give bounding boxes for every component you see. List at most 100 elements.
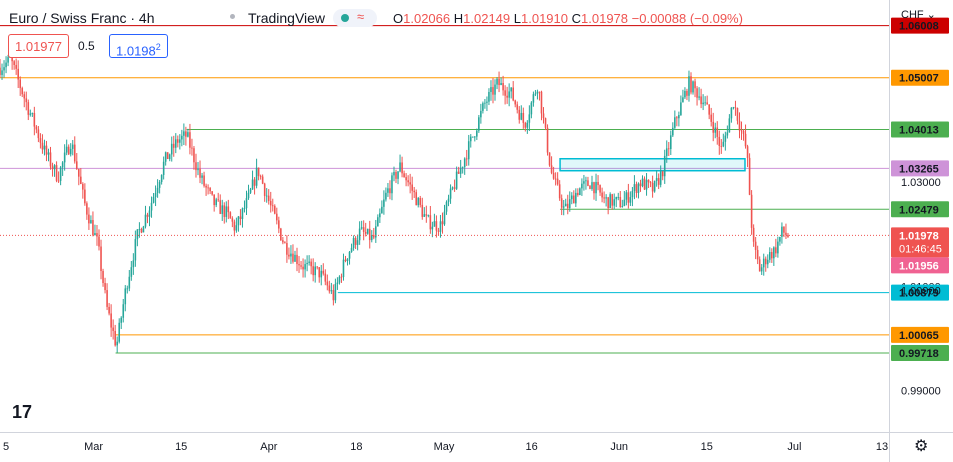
candle-body bbox=[379, 213, 381, 218]
currency-selector[interactable]: CHF ⌄ bbox=[901, 9, 936, 21]
candle-body bbox=[732, 107, 735, 109]
candle-body bbox=[474, 136, 476, 138]
candle-body bbox=[762, 258, 765, 268]
candle-body bbox=[162, 161, 165, 175]
candle-body bbox=[579, 188, 581, 196]
candle-body bbox=[471, 136, 474, 138]
symbol-title[interactable]: Euro / Swiss Franc · 4h bbox=[9, 10, 155, 26]
candle-body bbox=[259, 175, 262, 177]
candle-body bbox=[251, 179, 254, 190]
candle-body bbox=[294, 254, 296, 262]
sell-button[interactable]: 1.01977 bbox=[8, 34, 69, 58]
candle-body bbox=[35, 126, 38, 130]
candle-body bbox=[591, 182, 593, 189]
data-source: TradingView bbox=[248, 10, 326, 26]
candle-body bbox=[217, 199, 220, 201]
candle-body bbox=[31, 113, 34, 114]
candle-body bbox=[490, 87, 492, 93]
candle-body bbox=[116, 341, 118, 346]
candle-body bbox=[526, 122, 529, 128]
level-label: 1.02479 bbox=[899, 204, 939, 216]
candle-body bbox=[389, 188, 391, 194]
candle-body bbox=[686, 90, 688, 96]
buy-price: 1.0198 bbox=[116, 43, 156, 59]
candle-body bbox=[227, 206, 230, 213]
candle-body bbox=[150, 202, 153, 211]
candle-body bbox=[407, 180, 409, 183]
candle-body bbox=[372, 235, 375, 238]
candle-body bbox=[779, 236, 781, 242]
settings-icon[interactable]: ⚙ bbox=[914, 438, 929, 455]
candle-body bbox=[375, 226, 377, 238]
candle-body bbox=[51, 166, 54, 170]
candle-body bbox=[47, 152, 50, 155]
candle-body bbox=[17, 68, 19, 80]
candle-body bbox=[684, 90, 686, 98]
candle-body bbox=[766, 259, 769, 265]
candle-body bbox=[661, 171, 664, 177]
candle-body bbox=[508, 91, 510, 98]
candle-body bbox=[674, 117, 676, 128]
candle-body bbox=[781, 226, 783, 237]
candle-body bbox=[21, 88, 24, 95]
candle-body bbox=[748, 157, 751, 195]
candle-body bbox=[760, 267, 763, 272]
candle-body bbox=[332, 290, 335, 301]
candle-body bbox=[253, 179, 256, 186]
candle-body bbox=[269, 200, 272, 206]
candle-body bbox=[641, 178, 644, 187]
market-status[interactable]: ≈ bbox=[333, 9, 377, 27]
candle-body bbox=[356, 240, 359, 245]
candle-body bbox=[55, 165, 58, 181]
candle-body bbox=[328, 285, 331, 292]
candle-body bbox=[286, 243, 288, 255]
candle-body bbox=[152, 196, 155, 203]
candle-body bbox=[318, 267, 321, 278]
candle-body bbox=[156, 187, 159, 194]
candle-body bbox=[13, 61, 15, 65]
candle-body bbox=[787, 234, 789, 237]
candle-body bbox=[530, 102, 533, 115]
candle-body bbox=[278, 220, 280, 229]
candle-body bbox=[160, 174, 163, 182]
candle-body bbox=[639, 183, 642, 187]
candle-body bbox=[538, 91, 541, 93]
countdown-label: 01:46:45 bbox=[899, 243, 942, 255]
candle-body bbox=[492, 87, 494, 95]
candle-body bbox=[59, 167, 62, 181]
candle-body bbox=[205, 185, 207, 188]
tradingview-logo[interactable]: 17 bbox=[12, 402, 33, 422]
candle-body bbox=[181, 135, 183, 140]
candle-body bbox=[702, 102, 704, 105]
candle-body bbox=[98, 236, 100, 247]
y-tick-label: 1.03000 bbox=[901, 177, 941, 189]
candle-body bbox=[201, 175, 203, 178]
candle-body bbox=[680, 102, 682, 116]
candle-body bbox=[237, 216, 240, 226]
level-label-bg bbox=[891, 69, 949, 86]
candle-body bbox=[756, 249, 759, 260]
candle-body bbox=[722, 141, 725, 147]
candle-body bbox=[370, 235, 373, 241]
candle-body bbox=[411, 184, 413, 191]
candle-body bbox=[41, 142, 44, 150]
ohlc-high: 1.02149 bbox=[463, 11, 511, 26]
candle-body bbox=[397, 171, 399, 179]
candle-body bbox=[5, 62, 7, 68]
candle-body bbox=[524, 122, 527, 128]
buy-button[interactable]: 1.01982 bbox=[109, 34, 168, 58]
candle-body bbox=[395, 171, 397, 179]
level-label-bg bbox=[891, 160, 949, 177]
candle-body bbox=[771, 252, 773, 259]
candle-body bbox=[419, 198, 422, 205]
candle-body bbox=[37, 129, 40, 139]
candle-body bbox=[358, 228, 361, 241]
candle-body bbox=[502, 83, 504, 91]
candle-body bbox=[647, 179, 650, 183]
candle-body bbox=[92, 220, 94, 236]
separator-dot bbox=[230, 14, 235, 19]
candle-body bbox=[377, 217, 379, 227]
candle-body bbox=[405, 177, 407, 181]
candle-body bbox=[777, 241, 779, 254]
